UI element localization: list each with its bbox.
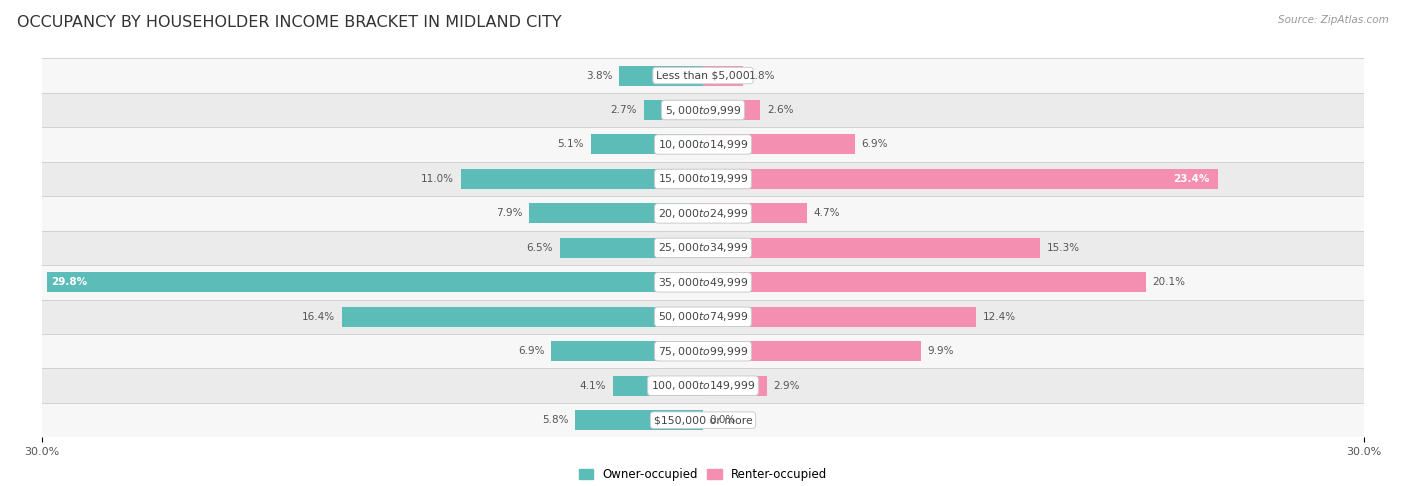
- Text: 15.3%: 15.3%: [1046, 243, 1080, 253]
- Bar: [703, 341, 921, 361]
- Bar: [42, 299, 1364, 334]
- Bar: [575, 410, 703, 430]
- Bar: [42, 93, 1364, 127]
- Text: $10,000 to $14,999: $10,000 to $14,999: [658, 138, 748, 151]
- Bar: [703, 272, 1146, 292]
- Text: 2.6%: 2.6%: [766, 105, 793, 115]
- Legend: Owner-occupied, Renter-occupied: Owner-occupied, Renter-occupied: [579, 468, 827, 481]
- Bar: [619, 66, 703, 86]
- Bar: [529, 204, 703, 224]
- Text: 7.9%: 7.9%: [496, 208, 523, 218]
- Bar: [703, 100, 761, 120]
- Text: $35,000 to $49,999: $35,000 to $49,999: [658, 276, 748, 289]
- Text: 16.4%: 16.4%: [302, 312, 335, 322]
- Bar: [46, 272, 703, 292]
- Text: 11.0%: 11.0%: [420, 174, 454, 184]
- Text: 1.8%: 1.8%: [749, 70, 776, 81]
- Bar: [42, 58, 1364, 93]
- Text: $20,000 to $24,999: $20,000 to $24,999: [658, 207, 748, 220]
- Text: 5.1%: 5.1%: [558, 139, 583, 150]
- Text: 4.1%: 4.1%: [579, 381, 606, 391]
- Text: $25,000 to $34,999: $25,000 to $34,999: [658, 242, 748, 254]
- Bar: [42, 162, 1364, 196]
- Bar: [551, 341, 703, 361]
- Text: $15,000 to $19,999: $15,000 to $19,999: [658, 173, 748, 186]
- Bar: [703, 376, 766, 396]
- Bar: [591, 135, 703, 155]
- Bar: [703, 238, 1040, 258]
- Text: 4.7%: 4.7%: [813, 208, 839, 218]
- Bar: [703, 307, 976, 327]
- Text: 3.8%: 3.8%: [586, 70, 613, 81]
- Text: 6.5%: 6.5%: [527, 243, 553, 253]
- Bar: [560, 238, 703, 258]
- Text: 2.7%: 2.7%: [610, 105, 637, 115]
- Text: 5.8%: 5.8%: [543, 415, 568, 425]
- Text: 6.9%: 6.9%: [517, 346, 544, 356]
- Text: 6.9%: 6.9%: [862, 139, 889, 150]
- Text: $75,000 to $99,999: $75,000 to $99,999: [658, 345, 748, 358]
- Bar: [703, 169, 1219, 189]
- Bar: [42, 334, 1364, 368]
- Text: OCCUPANCY BY HOUSEHOLDER INCOME BRACKET IN MIDLAND CITY: OCCUPANCY BY HOUSEHOLDER INCOME BRACKET …: [17, 15, 561, 30]
- Bar: [703, 204, 807, 224]
- Text: $150,000 or more: $150,000 or more: [654, 415, 752, 425]
- Text: 2.9%: 2.9%: [773, 381, 800, 391]
- Text: 23.4%: 23.4%: [1173, 174, 1209, 184]
- Bar: [613, 376, 703, 396]
- Text: 9.9%: 9.9%: [928, 346, 955, 356]
- Bar: [461, 169, 703, 189]
- Bar: [42, 403, 1364, 437]
- Bar: [703, 135, 855, 155]
- Bar: [42, 265, 1364, 299]
- Text: Source: ZipAtlas.com: Source: ZipAtlas.com: [1278, 15, 1389, 25]
- Bar: [42, 231, 1364, 265]
- Text: 29.8%: 29.8%: [51, 278, 87, 287]
- Bar: [342, 307, 703, 327]
- Text: 20.1%: 20.1%: [1153, 278, 1185, 287]
- Bar: [703, 66, 742, 86]
- Text: $5,000 to $9,999: $5,000 to $9,999: [665, 104, 741, 117]
- Bar: [42, 368, 1364, 403]
- Text: Less than $5,000: Less than $5,000: [657, 70, 749, 81]
- Text: 0.0%: 0.0%: [710, 415, 735, 425]
- Bar: [644, 100, 703, 120]
- Bar: [42, 196, 1364, 231]
- Text: $100,000 to $149,999: $100,000 to $149,999: [651, 379, 755, 392]
- Text: $50,000 to $74,999: $50,000 to $74,999: [658, 310, 748, 323]
- Text: 12.4%: 12.4%: [983, 312, 1017, 322]
- Bar: [42, 127, 1364, 162]
